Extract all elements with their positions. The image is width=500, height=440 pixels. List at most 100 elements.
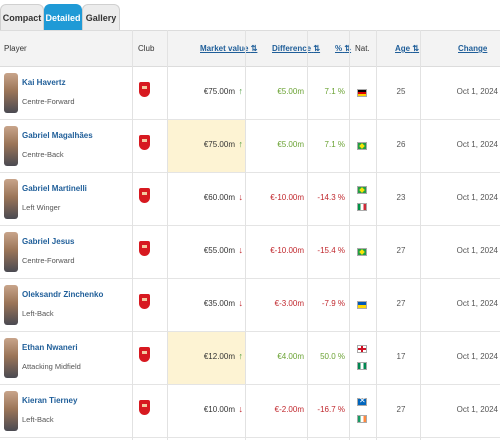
header-difference[interactable]: Difference ⇅ xyxy=(272,44,321,53)
club-crest-icon[interactable] xyxy=(139,82,150,97)
market-value-cell: €55.00m ↓ xyxy=(167,226,245,278)
player-position: Left-Back xyxy=(22,415,54,424)
market-value[interactable]: €10.00m xyxy=(203,405,235,414)
change-date: Oct 1, 2024 xyxy=(456,193,498,202)
market-value-cell: €75.00m ↑ xyxy=(167,67,245,119)
ukraine-flag-icon xyxy=(357,301,367,309)
player-photo[interactable] xyxy=(4,338,18,378)
player-photo[interactable] xyxy=(4,179,18,219)
percent-value: -7.9 % xyxy=(321,299,345,308)
header-club: Club xyxy=(138,44,155,53)
tab-detailed[interactable]: Detailed xyxy=(44,4,82,30)
change-date: Oct 1, 2024 xyxy=(456,87,498,96)
market-value[interactable]: €75.00m xyxy=(203,140,235,149)
player-position: Left Winger xyxy=(22,203,61,212)
percent-value: -16.7 % xyxy=(317,405,345,414)
age-value: 17 xyxy=(396,352,406,361)
arrow-down-icon: ↓ xyxy=(238,298,244,308)
change-date: Oct 1, 2024 xyxy=(456,299,498,308)
player-name-link[interactable]: Kieran Tierney xyxy=(22,396,78,405)
header-market-value[interactable]: Market value ⇅ xyxy=(200,44,258,53)
header-change-from[interactable]: Change from ⇅ xyxy=(458,31,500,88)
column-divider xyxy=(132,30,133,440)
market-value[interactable]: €60.00m xyxy=(203,193,235,202)
column-divider xyxy=(245,30,246,440)
difference-value: €-10.00m xyxy=(270,246,304,255)
table-row: Gabriel Magalhães Centre-Back €75.00m ↑ €5.0… xyxy=(0,120,500,173)
market-value[interactable]: €35.00m xyxy=(203,299,235,308)
player-photo[interactable] xyxy=(4,126,18,166)
player-photo[interactable] xyxy=(4,73,18,113)
table-row: Gabriel Martinelli Left Winger €60.00m ↓ €-1… xyxy=(0,173,500,226)
club-crest-icon[interactable] xyxy=(139,347,150,362)
change-date: Oct 1, 2024 xyxy=(456,405,498,414)
arrow-down-icon: ↓ xyxy=(238,404,244,414)
club-crest-icon[interactable] xyxy=(139,294,150,309)
change-date: Oct 1, 2024 xyxy=(456,140,498,149)
player-name-link[interactable]: Ethan Nwaneri xyxy=(22,343,78,352)
club-crest-icon[interactable] xyxy=(139,188,150,203)
difference-value: €-3.00m xyxy=(274,299,304,308)
age-value: 27 xyxy=(396,299,406,308)
column-divider xyxy=(420,30,421,440)
ireland-flag-icon xyxy=(357,415,367,423)
age-value: 25 xyxy=(396,87,406,96)
market-value[interactable]: €12.00m xyxy=(203,352,235,361)
market-value[interactable]: €75.00m xyxy=(203,87,235,96)
brazil-flag-icon xyxy=(357,248,367,256)
column-divider xyxy=(349,30,350,440)
change-date: Oct 1, 2024 xyxy=(456,352,498,361)
table-row: Gabriel Jesus Centre-Forward €55.00m ↓ €-10.… xyxy=(0,226,500,279)
player-name-link[interactable]: Gabriel Martinelli xyxy=(22,184,87,193)
arrow-up-icon: ↑ xyxy=(238,86,244,96)
market-value[interactable]: €55.00m xyxy=(203,246,235,255)
header-percent[interactable]: % ⇅ xyxy=(335,44,352,53)
market-value-cell: €12.00m ↑ xyxy=(167,332,245,384)
player-name-link[interactable]: Gabriel Magalhães xyxy=(22,131,93,140)
table-row: Kieran Tierney Left-Back €10.00m ↓ €-2.00m -1… xyxy=(0,385,500,438)
club-crest-icon[interactable] xyxy=(139,241,150,256)
table-row: Oleksandr Zinchenko Left-Back €35.00m ↓ €-3.… xyxy=(0,279,500,332)
player-photo[interactable] xyxy=(4,232,18,272)
brazil-flag-icon xyxy=(357,186,367,194)
difference-value: €5.00m xyxy=(277,87,304,96)
percent-value: -15.4 % xyxy=(317,246,345,255)
header-age[interactable]: Age ⇅ xyxy=(395,44,420,53)
player-position: Left-Back xyxy=(22,309,54,318)
market-value-cell: €60.00m ↓ xyxy=(167,173,245,225)
percent-value: 7.1 % xyxy=(324,140,345,149)
player-position: Centre-Forward xyxy=(22,97,75,106)
italy-flag-icon xyxy=(357,203,367,211)
arrow-down-icon: ↓ xyxy=(238,192,244,202)
club-crest-icon[interactable] xyxy=(139,135,150,150)
age-value: 27 xyxy=(396,246,406,255)
age-value: 26 xyxy=(396,140,406,149)
tab-compact[interactable]: Compact xyxy=(0,4,44,30)
player-photo[interactable] xyxy=(4,285,18,325)
player-name-link[interactable]: Kai Havertz xyxy=(22,78,66,87)
arrow-down-icon: ↓ xyxy=(238,245,244,255)
tab-gallery[interactable]: Gallery xyxy=(82,4,120,30)
column-divider xyxy=(167,30,168,440)
player-photo[interactable] xyxy=(4,391,18,431)
column-divider xyxy=(376,30,377,440)
player-name-link[interactable]: Gabriel Jesus xyxy=(22,237,75,246)
table-row: Kai Havertz Centre-Forward €75.00m ↑ €5.00m 7… xyxy=(0,67,500,120)
difference-value: €4.00m xyxy=(277,352,304,361)
difference-value: €5.00m xyxy=(277,140,304,149)
sort-icon: ⇅ xyxy=(313,44,321,53)
arrow-up-icon: ↑ xyxy=(238,139,244,149)
england-flag-icon xyxy=(357,345,367,353)
player-name-link[interactable]: Oleksandr Zinchenko xyxy=(22,290,104,299)
player-position: Centre-Forward xyxy=(22,256,75,265)
table-header: Player Club Market value ⇅ Difference ⇅ … xyxy=(0,30,500,88)
column-divider xyxy=(307,30,308,440)
table-row: Ethan Nwaneri Attacking Midfield €12.00m ↑ €… xyxy=(0,332,500,385)
sort-icon: ⇅ xyxy=(250,44,258,53)
age-value: 27 xyxy=(396,405,406,414)
change-date: Oct 1, 2024 xyxy=(456,246,498,255)
sort-icon: ⇅ xyxy=(344,44,352,53)
arrow-up-icon: ↑ xyxy=(238,351,244,361)
germany-flag-icon xyxy=(357,89,367,97)
club-crest-icon[interactable] xyxy=(139,400,150,415)
